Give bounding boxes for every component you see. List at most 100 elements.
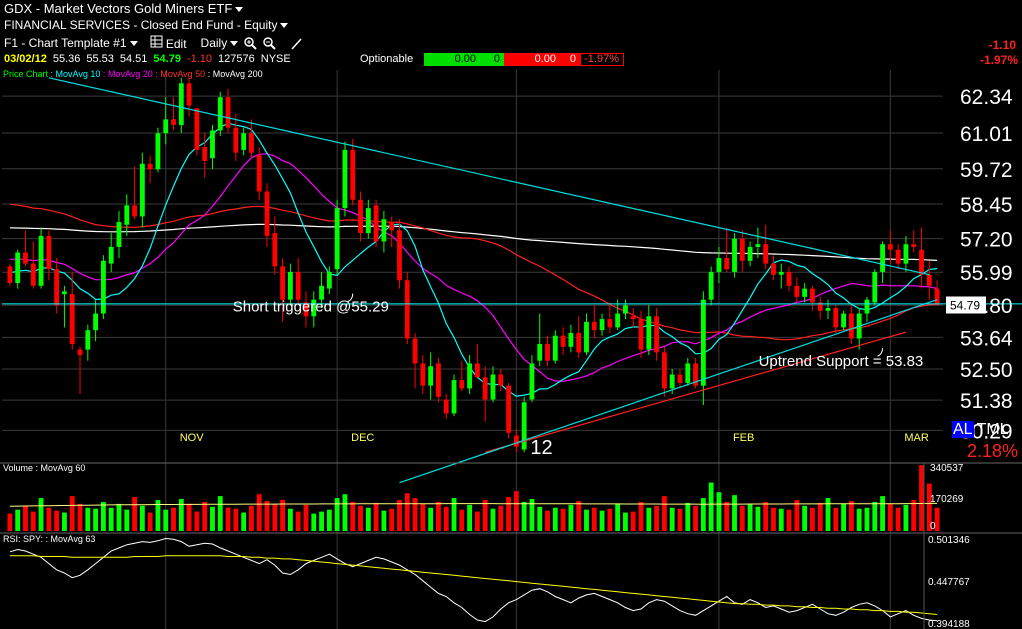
volume-bar bbox=[763, 501, 769, 531]
volume-bar bbox=[334, 498, 340, 531]
volume-bar bbox=[833, 507, 839, 531]
volume-bar bbox=[326, 509, 332, 531]
candle-body bbox=[506, 385, 511, 433]
candle-body bbox=[817, 302, 823, 311]
volume-bar bbox=[584, 509, 589, 531]
candle-body bbox=[139, 163, 145, 217]
volume-bar bbox=[926, 483, 932, 531]
volume-bar bbox=[93, 508, 99, 531]
al-label: AL bbox=[952, 421, 974, 438]
candle-body bbox=[654, 316, 660, 353]
draw-line-icon[interactable] bbox=[290, 37, 303, 50]
volume-bar bbox=[436, 501, 441, 531]
candle-body bbox=[599, 319, 605, 331]
candle-body bbox=[482, 377, 488, 400]
volume-bar bbox=[716, 492, 722, 531]
price-legend: Price Chart : MovAvg 10 : MovAvg 20 : Mo… bbox=[3, 69, 263, 79]
volume-bar bbox=[295, 511, 301, 531]
candle-body bbox=[732, 238, 737, 272]
zoom-in-icon[interactable] bbox=[244, 36, 257, 50]
candle-body bbox=[638, 319, 644, 350]
y-tick-label: 57.20 bbox=[960, 229, 1013, 252]
candle-body bbox=[833, 307, 839, 328]
chevron-down-icon[interactable] bbox=[235, 7, 244, 13]
volume-bar bbox=[654, 505, 660, 531]
candle-body bbox=[841, 313, 847, 328]
ma20-line bbox=[9, 153, 938, 383]
volume-bar bbox=[171, 507, 176, 531]
volume-bar bbox=[490, 508, 496, 531]
volume-bar bbox=[225, 507, 231, 531]
volume-bar bbox=[677, 508, 683, 531]
candle-body bbox=[661, 352, 667, 389]
bid-ask-boxes: 0.00 0 0.00 0 -1.97% bbox=[424, 53, 624, 66]
candle-body bbox=[685, 363, 691, 383]
zoom-out-icon[interactable] bbox=[263, 36, 276, 50]
candle-body bbox=[825, 307, 831, 311]
volume-bar bbox=[108, 507, 114, 531]
candle-body bbox=[93, 313, 99, 331]
candle-body bbox=[700, 299, 706, 386]
candle-body bbox=[778, 271, 784, 275]
volume-bar bbox=[420, 503, 426, 531]
legend-ma20: MovAvg 20 bbox=[107, 69, 153, 79]
al-tml-label: AL TML bbox=[952, 421, 1009, 439]
volume-bar bbox=[537, 506, 543, 531]
candle-body bbox=[272, 233, 278, 267]
annotation-label: Uptrend Support = 53.83 bbox=[759, 353, 924, 370]
volume-bar bbox=[116, 503, 122, 531]
quote-date: 03/02/12 bbox=[4, 53, 47, 65]
volume-bar bbox=[521, 501, 527, 531]
y-tick-label: 59.72 bbox=[960, 159, 1013, 182]
ma10-line bbox=[9, 122, 938, 397]
volume-bar bbox=[607, 508, 613, 531]
volume-bar bbox=[272, 503, 278, 531]
volume-bar bbox=[451, 498, 457, 531]
edit-button[interactable]: Edit bbox=[150, 35, 187, 51]
candle-body bbox=[116, 222, 122, 247]
candle-body bbox=[295, 271, 301, 300]
candle-body bbox=[919, 249, 924, 275]
volume-tick-label: 170269 bbox=[930, 494, 964, 505]
uptrend-support-trendline bbox=[485, 331, 907, 453]
chevron-down-icon[interactable] bbox=[280, 23, 289, 29]
volume-bar bbox=[210, 506, 215, 531]
volume-bar bbox=[381, 510, 387, 531]
candle-body bbox=[350, 149, 356, 200]
candle-body bbox=[802, 288, 808, 297]
green-box-value: 0.00 bbox=[424, 53, 480, 66]
quote-line: 03/02/12 55.36 55.53 54.51 54.79 -1.10 1… bbox=[4, 53, 291, 65]
candle-body bbox=[529, 363, 535, 400]
candle-body bbox=[280, 266, 286, 300]
symbol-title: GDX - Market Vectors Gold Miners ETF bbox=[4, 1, 233, 16]
candle-body bbox=[287, 271, 293, 300]
chart-template-dropdown[interactable]: F1 - Chart Template #1 bbox=[4, 36, 138, 50]
volume-bar bbox=[124, 509, 130, 531]
volume-bar bbox=[342, 494, 348, 531]
volume-bar bbox=[747, 503, 753, 531]
candle-body bbox=[747, 246, 753, 261]
chart-template-label: F1 - Chart Template #1 bbox=[4, 36, 127, 50]
volume-bar bbox=[802, 505, 808, 531]
quote-change: -1.10 bbox=[186, 53, 213, 65]
volume-bar bbox=[903, 504, 909, 531]
volume-bar bbox=[217, 496, 223, 531]
volume-bar bbox=[638, 501, 644, 531]
candle-body bbox=[217, 97, 223, 131]
candle-body bbox=[326, 271, 332, 289]
candle-body bbox=[202, 147, 208, 161]
period-dropdown[interactable]: Daily bbox=[201, 36, 239, 50]
quote-open: 55.36 bbox=[52, 53, 81, 65]
al-tml-pct: 2.18% bbox=[967, 441, 1019, 461]
rsi-legend: RSI: SPY: : MovAvg 63 bbox=[3, 534, 96, 544]
volume-bar bbox=[513, 491, 519, 531]
quote-low: 54.51 bbox=[119, 53, 148, 65]
volume-bar bbox=[194, 511, 200, 531]
candle-body bbox=[85, 330, 91, 350]
candle-body bbox=[911, 244, 917, 247]
volume-bar bbox=[755, 506, 761, 531]
volume-bar bbox=[54, 510, 60, 531]
volume-bar bbox=[810, 507, 815, 531]
candle-body bbox=[895, 249, 901, 264]
